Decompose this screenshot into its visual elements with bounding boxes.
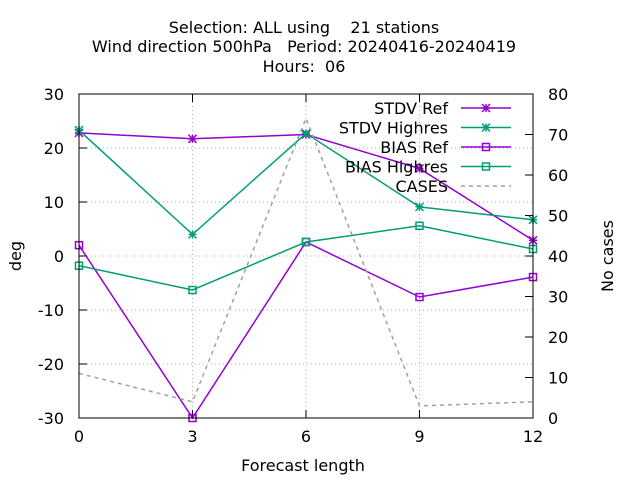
chart-title-line-3: Hours: 06 — [263, 57, 346, 76]
y2-axis-label: No cases — [598, 220, 617, 292]
grid — [79, 94, 533, 418]
y2-tick-label: 50 — [548, 207, 568, 226]
legend-marker — [481, 122, 491, 133]
plot-frame — [78, 93, 534, 419]
series-2-point — [301, 128, 311, 138]
series-layer — [74, 116, 538, 423]
legend-marker — [481, 103, 491, 113]
series-2-point — [187, 229, 198, 239]
legend-label: CASES — [395, 177, 448, 196]
x-tick-label: 12 — [523, 427, 543, 446]
legend-label: STDV Ref — [374, 99, 448, 118]
series-1-point — [414, 163, 425, 174]
y-tick-label: 10 — [44, 193, 64, 212]
legend-label: BIAS Ref — [380, 138, 448, 157]
y-tick-label: 30 — [44, 85, 64, 104]
x-tick-label: 9 — [414, 427, 424, 446]
legend-item: BIAS Ref — [380, 138, 511, 157]
y2-tick-label: 80 — [548, 85, 568, 104]
y2-tick-label: 10 — [548, 369, 568, 388]
y2-tick-label: 30 — [548, 288, 568, 307]
axis-ticks: 30 20 10 0 -10 -20 -30 80 70 60 50 40 30 20 10 0 0 3 6 9 12 — [38, 85, 569, 446]
legend-label: STDV Highres — [339, 119, 448, 138]
x-tick-label: 6 — [301, 427, 311, 446]
series-line-4 — [78, 225, 534, 291]
legend-marker — [481, 142, 491, 152]
legend-item: BIAS Highres — [345, 158, 511, 177]
legend-label: BIAS Highres — [345, 158, 448, 177]
y-tick-label: -30 — [38, 409, 64, 428]
series-4-point — [188, 285, 197, 295]
x-axis-label: Forecast length — [241, 456, 365, 475]
y2-tick-label: 20 — [548, 328, 568, 347]
series-line-5 — [78, 116, 534, 407]
series-4-point — [301, 237, 311, 247]
legend-item: STDV Ref — [374, 99, 511, 118]
legend-item: CASES — [395, 177, 511, 196]
y2-tick-label: 60 — [548, 166, 568, 185]
chart-title-line-2: Wind direction 500hPa Period: 20240416-2… — [92, 37, 516, 56]
y-tick-label: 0 — [54, 247, 64, 266]
x-tick-label: 0 — [74, 427, 84, 446]
y2-tick-label: 40 — [548, 247, 568, 266]
legend-item: STDV Highres — [339, 119, 511, 138]
series-4-point — [415, 221, 424, 231]
legend-marker — [481, 162, 491, 171]
series-2-point — [414, 202, 425, 212]
y-tick-label: -10 — [38, 301, 64, 320]
y-axis-label: deg — [6, 241, 25, 271]
y-tick-label: -20 — [38, 355, 64, 374]
series-1-point — [187, 134, 198, 144]
y2-tick-label: 0 — [548, 409, 558, 428]
y2-tick-label: 70 — [548, 126, 568, 145]
chart-title-line-1: Selection: ALL using 21 stations — [169, 18, 439, 37]
x-tick-label: 3 — [187, 427, 197, 446]
y-tick-label: 20 — [44, 139, 64, 158]
series-3-point — [415, 292, 424, 302]
